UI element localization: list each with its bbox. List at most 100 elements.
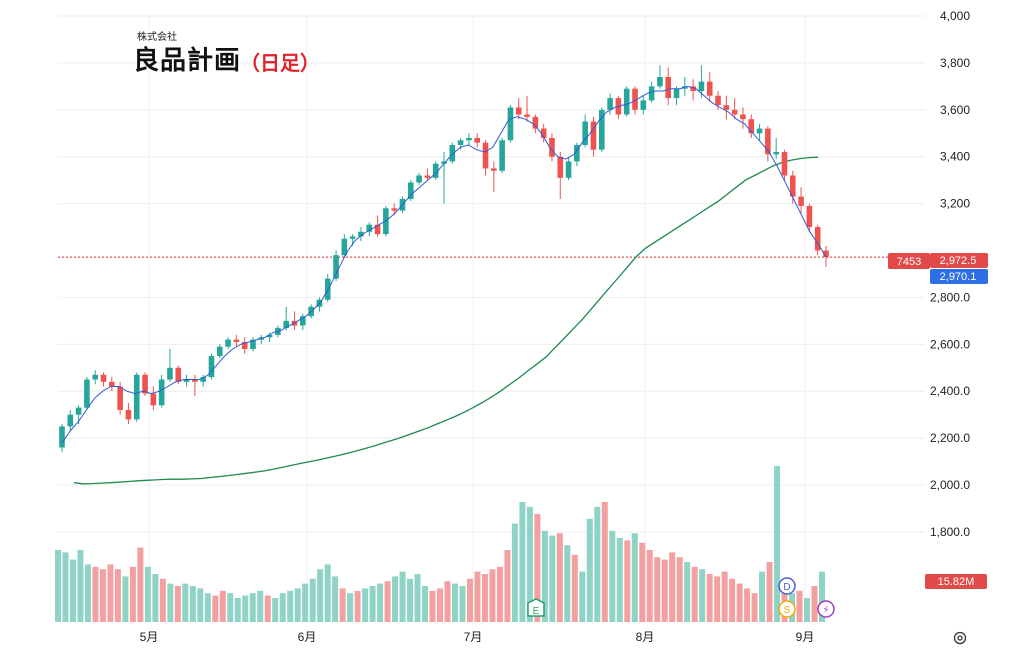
candle-body <box>657 76 663 87</box>
last-price-badge: 2,972.5 <box>930 253 988 268</box>
volume-bar <box>122 576 129 622</box>
x-tick-label: 7月 <box>464 630 483 644</box>
last-price-text: 2,972.5 <box>940 255 977 267</box>
y-tick-label: 2,200.0 <box>930 431 970 445</box>
volume-bar <box>729 578 736 622</box>
volume-bar <box>422 586 429 622</box>
volume-bar <box>384 581 391 622</box>
candle-body <box>341 238 348 256</box>
volume-bar <box>819 571 825 622</box>
volume-bar <box>107 564 114 622</box>
split-marker-icon: S <box>784 605 791 616</box>
earnings-marker[interactable]: E <box>527 598 545 617</box>
volume-bar <box>571 554 578 622</box>
candle-body <box>673 88 680 99</box>
volume-bar <box>489 569 496 622</box>
volume-bar <box>302 583 309 622</box>
volume-bar <box>714 576 721 622</box>
candle-body <box>814 227 821 251</box>
candle-body <box>540 128 547 138</box>
candle-body <box>773 152 779 155</box>
volume-bar <box>766 562 773 622</box>
candle-body <box>499 140 505 171</box>
y-tick-label: 2,000.0 <box>930 478 970 492</box>
volume-bar <box>264 595 271 622</box>
candle-body <box>507 107 514 141</box>
candle-body <box>67 414 74 427</box>
volume-bar <box>309 578 316 622</box>
volume-bar <box>774 466 781 622</box>
candle-body <box>598 109 605 150</box>
volume-bar <box>511 523 518 622</box>
volume-bar <box>144 566 151 622</box>
company-name: 良品計画 <box>133 46 242 76</box>
volume-bar <box>212 595 219 622</box>
timeframe-label: （日足） <box>240 51 320 75</box>
volume-bar <box>242 595 249 622</box>
split-marker[interactable]: S <box>778 600 796 618</box>
y-tick-label: 3,800 <box>940 56 970 70</box>
candle-body <box>441 161 447 164</box>
candle-body <box>565 161 572 178</box>
volume-bar <box>481 574 488 622</box>
candle-body <box>449 144 456 162</box>
candle-body <box>407 182 414 199</box>
y-tick-label: 3,600 <box>940 103 970 117</box>
volume-bar <box>324 564 331 622</box>
candle-body <box>109 381 115 387</box>
volume-bar <box>174 586 181 622</box>
candle-body <box>59 426 65 448</box>
y-tick-label: 2,400.0 <box>930 384 970 398</box>
gear-icon[interactable] <box>952 630 968 646</box>
volume-bar <box>197 588 204 622</box>
candle-body <box>374 224 381 235</box>
volume-bar <box>152 574 159 622</box>
candle-body <box>632 88 638 110</box>
candle-body <box>781 152 788 176</box>
gridlines <box>58 15 925 620</box>
candle-body <box>474 137 481 143</box>
event-marker[interactable]: ⚡ <box>817 600 835 618</box>
volume-bar <box>55 550 61 622</box>
volume-bar <box>654 557 661 622</box>
volume-bar <box>796 590 803 622</box>
volume-bar <box>407 578 414 622</box>
candle-body <box>765 128 771 155</box>
volume-bar <box>451 583 458 622</box>
candle-body <box>92 374 99 380</box>
candle-body <box>117 386 123 410</box>
volume-bar <box>804 598 811 622</box>
candle-body <box>167 367 173 380</box>
volume-bar <box>437 588 443 622</box>
candle-body <box>482 142 489 169</box>
candle-body <box>640 100 647 110</box>
volume-bar <box>234 598 241 622</box>
x-tick-label: 9月 <box>796 630 815 644</box>
volume-bar <box>684 562 691 622</box>
volume-bar <box>616 538 623 622</box>
candle-body <box>623 88 630 115</box>
volume-bar <box>669 552 676 622</box>
volume-bar <box>69 559 76 622</box>
candle-body <box>582 121 588 145</box>
volume-bar <box>159 578 166 622</box>
candle-body <box>84 379 90 408</box>
candle-body <box>731 109 738 115</box>
volume-bar <box>204 593 211 622</box>
dividend-marker[interactable]: D <box>778 577 796 595</box>
event-marker-icon: ⚡ <box>822 605 829 616</box>
volume-bar <box>706 574 713 622</box>
candle-body <box>723 105 730 110</box>
candle-body <box>590 121 597 150</box>
candle-body <box>192 379 198 382</box>
volume-bar <box>189 586 196 622</box>
candle-body <box>366 224 373 232</box>
volume-bar <box>609 530 616 622</box>
volume-bar <box>519 502 526 622</box>
volume-bar <box>744 588 751 622</box>
candle-body <box>748 119 755 134</box>
candle-body <box>424 175 431 178</box>
candle-body <box>233 339 240 342</box>
candle-body <box>607 98 613 110</box>
